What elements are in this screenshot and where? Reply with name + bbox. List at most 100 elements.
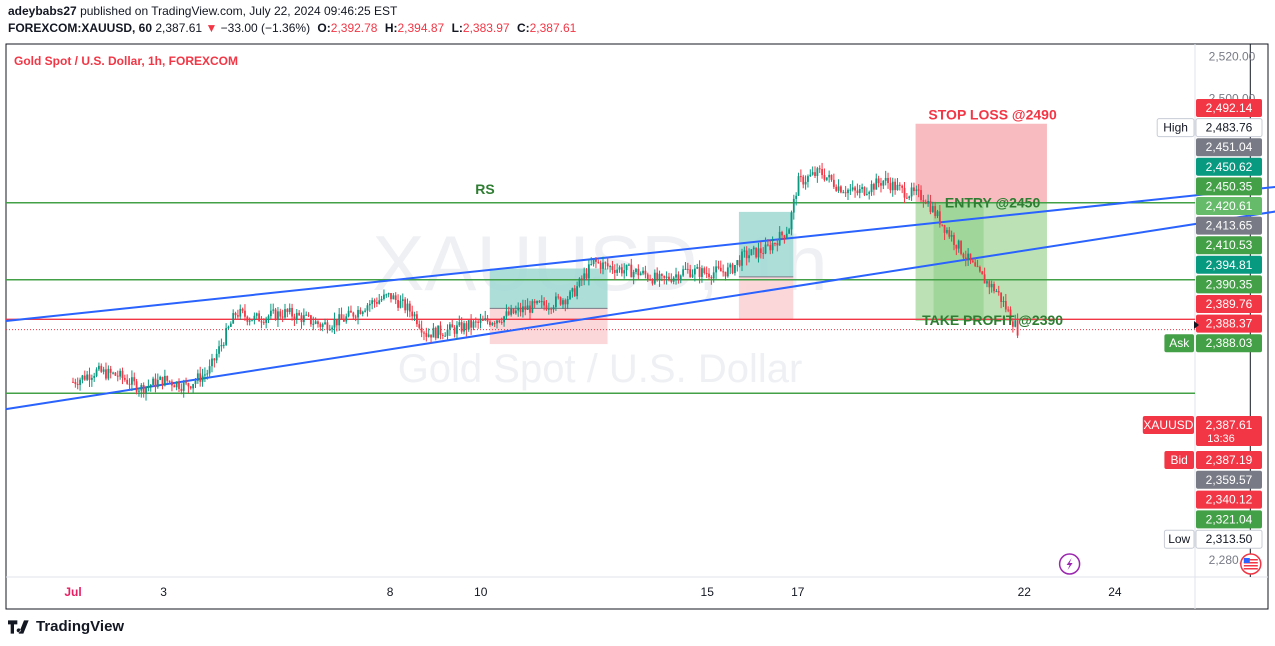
price-label-text: 2,387.61 xyxy=(1206,418,1253,432)
candle-body xyxy=(545,305,548,310)
candle-body xyxy=(825,177,828,180)
author-name[interactable]: adeybabs27 xyxy=(8,4,77,18)
candle-body xyxy=(225,327,228,345)
candle-body xyxy=(776,243,779,246)
candle-body xyxy=(262,322,265,324)
price-label: 2,389.76 xyxy=(1196,295,1262,313)
candle-body xyxy=(204,374,206,376)
candle-body xyxy=(693,268,696,275)
candle-body xyxy=(580,278,583,281)
candle-body xyxy=(357,309,359,318)
candle-body xyxy=(583,273,586,281)
price-tag-box xyxy=(1164,451,1194,469)
candle-body xyxy=(585,273,588,279)
candle-body xyxy=(206,373,209,375)
candle-body xyxy=(227,326,230,328)
candle-body xyxy=(821,169,823,176)
change-down-icon: ▼ xyxy=(205,21,218,35)
candle-body xyxy=(554,296,557,308)
candle-body xyxy=(168,380,171,382)
publish-info: adeybabs27 published on TradingView.com,… xyxy=(8,4,397,18)
candle-body xyxy=(988,281,991,288)
candle-body xyxy=(559,297,562,305)
candle-body xyxy=(333,319,336,328)
candle-body xyxy=(171,381,173,386)
candle-body xyxy=(324,322,326,325)
candle-body xyxy=(81,375,84,380)
candle-body xyxy=(383,294,385,300)
candle-body xyxy=(635,268,637,272)
candle-body xyxy=(590,264,593,266)
us-flag-icon[interactable] xyxy=(1240,553,1262,575)
earnings-icon[interactable] xyxy=(1058,553,1081,575)
candle-body xyxy=(971,260,974,263)
candle-body xyxy=(809,174,812,177)
candle-body xyxy=(187,383,190,387)
candle-body xyxy=(319,324,322,327)
price-label-box xyxy=(1196,138,1262,157)
candle-body xyxy=(1002,301,1005,303)
candle-body xyxy=(199,373,202,382)
candle-body xyxy=(392,295,395,300)
candle-body xyxy=(743,250,746,252)
candle-body xyxy=(371,300,374,304)
candle-body xyxy=(286,309,289,312)
price-label-box xyxy=(1196,275,1262,294)
candle-body xyxy=(446,329,449,336)
candle-body xyxy=(434,327,437,339)
symbol-name[interactable]: FOREXCOM:XAUUSD, 60 xyxy=(8,21,153,35)
candle-body xyxy=(976,266,979,268)
candle-body xyxy=(265,318,268,323)
candle-body xyxy=(489,321,491,325)
candle-body xyxy=(277,311,279,320)
candle-body xyxy=(578,278,581,287)
price-label: 2,394.81 xyxy=(1196,255,1262,274)
candle-body xyxy=(458,322,461,326)
candle-body xyxy=(470,320,472,328)
candle-body xyxy=(736,260,739,266)
price-label: 2,390.35 xyxy=(1196,275,1262,294)
candle-body xyxy=(491,323,494,325)
candle-body xyxy=(738,260,741,266)
candle-body xyxy=(993,283,995,292)
candle-body xyxy=(795,195,798,199)
candle-body xyxy=(72,381,74,383)
candle-body xyxy=(163,375,166,386)
candle-body xyxy=(364,310,366,312)
candle-body xyxy=(661,274,663,276)
price-label-text: 2,340.12 xyxy=(1206,493,1253,507)
candle-body xyxy=(196,373,199,381)
candle-body xyxy=(948,230,951,237)
candle-body xyxy=(211,358,213,367)
candle-body xyxy=(1007,309,1010,311)
price-label-box xyxy=(1196,314,1262,333)
price-label-box xyxy=(1196,157,1262,176)
x-tick-label: 15 xyxy=(701,585,715,599)
candle-body xyxy=(142,385,145,394)
zone-annotation: ENTRY @2450 xyxy=(945,194,1041,210)
candle-body xyxy=(750,249,753,256)
close-value: 2,387.61 xyxy=(529,21,577,35)
candle-body xyxy=(399,300,402,308)
candle-body xyxy=(130,377,133,385)
candle-body xyxy=(644,270,647,275)
candle-body xyxy=(566,298,569,305)
price-tag-box xyxy=(1164,334,1194,353)
candle-body xyxy=(832,179,835,187)
candle-body xyxy=(102,369,105,372)
candle-body xyxy=(185,382,187,384)
price-label-text: 2,450.62 xyxy=(1206,160,1253,174)
candle-body xyxy=(658,274,661,280)
price-label-box xyxy=(1196,510,1262,529)
candle-body xyxy=(180,388,183,391)
candle-body xyxy=(910,187,913,197)
price-label-box xyxy=(1196,334,1262,353)
candle-body xyxy=(880,183,882,186)
price-label: 2,313.50 Low xyxy=(1163,529,1263,549)
candle-body xyxy=(602,262,604,269)
candle-body xyxy=(587,264,590,279)
candle-body xyxy=(514,310,517,314)
candle-body xyxy=(493,323,496,325)
candle-body xyxy=(705,272,708,274)
